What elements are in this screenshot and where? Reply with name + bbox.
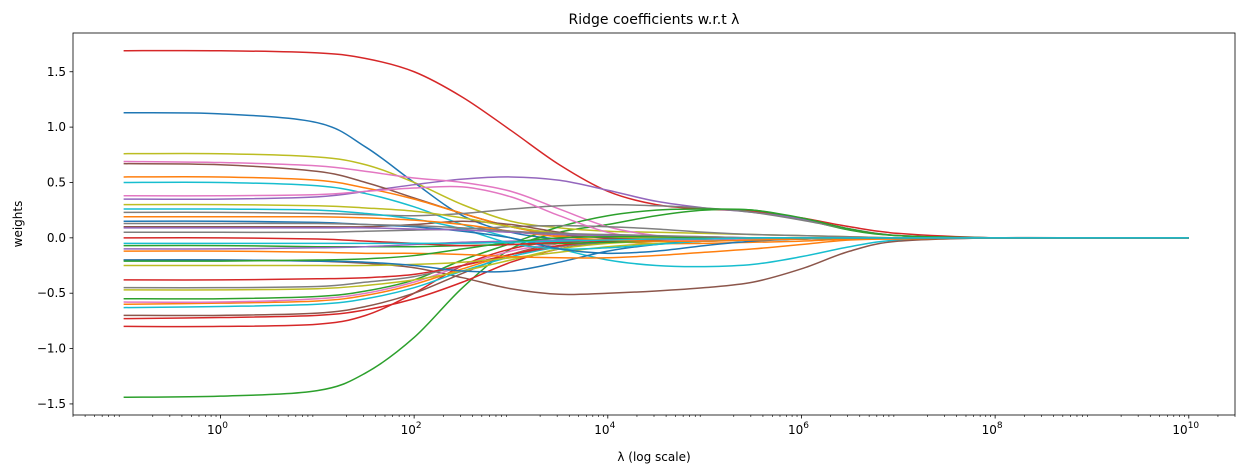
- y-tick-label: 0.0: [47, 231, 66, 245]
- y-axis-ticks: −1.5 −1.0 −0.5 0.0 0.5 1.0 1.5: [37, 65, 73, 411]
- y-tick-label: −1.0: [37, 342, 66, 356]
- x-axis-title: λ (log scale): [617, 450, 690, 464]
- chart-title: Ridge coefficients w.r.t λ: [569, 12, 740, 28]
- y-tick-label: −0.5: [37, 286, 66, 300]
- coef-line-18: [123, 237, 1189, 304]
- coef-line-37: [123, 222, 1189, 239]
- coef-line-14: [123, 237, 1189, 320]
- coef-line-38: [123, 237, 1189, 245]
- x-tick-label: 100: [207, 421, 228, 437]
- y-tick-label: 1.5: [47, 65, 66, 79]
- y-axis-title: weights: [11, 201, 25, 248]
- coef-line-1: [123, 49, 1189, 239]
- coef-line-2: [123, 111, 1189, 241]
- y-tick-label: 0.5: [47, 175, 66, 189]
- x-tick-label: 108: [982, 421, 1003, 437]
- y-tick-label: 1.0: [47, 120, 66, 134]
- x-tick-label: 106: [788, 421, 809, 437]
- x-axis-ticks: 100 102 104 106 108 1010: [72, 415, 1236, 437]
- series-layer: [123, 49, 1189, 399]
- x-tick-label: 102: [401, 421, 422, 437]
- y-tick-label: −1.5: [37, 397, 66, 411]
- x-tick-label: 104: [594, 421, 615, 437]
- coef-line-15: [123, 237, 1189, 317]
- coef-line-20: [123, 237, 1189, 289]
- plot-frame: [72, 32, 1236, 416]
- x-tick-label: 1010: [1172, 421, 1199, 437]
